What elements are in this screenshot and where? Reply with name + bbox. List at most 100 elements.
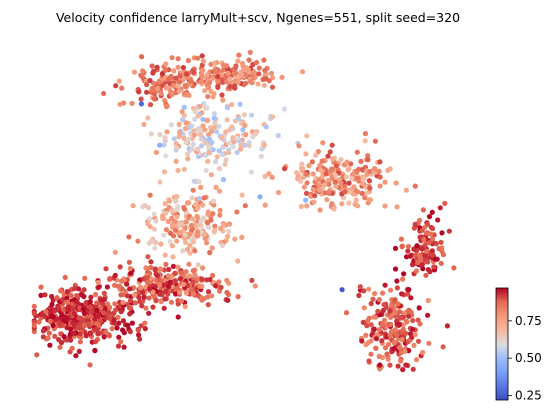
scatter-point [269,174,275,180]
scatter-point [403,187,409,193]
scatter-point [242,122,248,128]
scatter-point [161,267,168,273]
scatter-point [65,307,71,314]
scatter-point [146,240,152,246]
scatter-point [174,238,180,244]
scatter-point [175,167,181,174]
scatter-point [214,154,220,160]
scatter-point [388,321,394,327]
scatter-point [215,78,221,84]
scatter-point [157,132,163,138]
scatter-point [376,168,382,174]
scatter-point [194,146,201,152]
scatter-point [211,111,217,117]
scatter-point [166,204,172,210]
scatter-point [142,326,148,332]
scatter-point [182,239,189,245]
scatter-point [425,312,431,318]
scatter-point [181,104,187,110]
scatter-point [219,92,225,98]
colorbar: 0.25 0.50 0.75 [495,287,542,403]
scatter-point [346,180,352,186]
scatter-point [446,228,452,234]
scatter-point [92,327,98,333]
scatter-point [358,158,364,164]
scatter-point [437,205,443,211]
scatter-point [363,342,369,348]
scatter-point [132,300,138,306]
scatter-point [304,180,310,186]
scatter-point [142,203,148,209]
scatter-point [299,69,306,75]
scatter-point [109,326,115,332]
scatter-point [38,284,44,290]
scatter-point [261,76,267,82]
scatter-point [193,222,199,229]
scatter-point [111,317,117,323]
scatter-point [430,225,436,232]
scatter-point [57,321,63,327]
scatter-point [152,245,158,251]
scatter-point [210,211,216,217]
colorbar-tick-label: 0.50 [515,351,542,365]
scatter-point [419,262,425,268]
scatter-point [47,342,53,348]
scatter-point [261,82,267,88]
scatter-point [95,314,101,320]
scatter-point [199,283,205,289]
scatter-point [143,265,149,271]
scatter-point [129,320,135,326]
scatter-point [261,142,267,148]
scatter-point [49,301,55,307]
scatter-point [177,229,183,235]
scatter-point [377,174,383,180]
scatter-point [58,288,64,294]
scatter-point [379,321,385,327]
scatter-point [440,252,446,258]
scatter-point [201,101,207,107]
scatter-point [168,299,175,305]
scatter-point [141,121,147,127]
scatter-point [392,266,399,272]
scatter-point [237,101,243,107]
scatter-point [366,197,372,203]
scatter-point [395,363,401,369]
scatter-point [95,279,101,285]
scatter-point [377,183,383,189]
scatter-point [68,337,74,343]
scatter-point [127,286,133,292]
scatter-point [157,179,163,185]
scatter-point [101,290,107,296]
scatter-point [138,101,144,107]
scatter-point [429,236,435,242]
scatter-point [71,286,77,292]
scatter-point [320,140,326,146]
colorbar-tick-label: 0.75 [515,314,542,328]
scatter-point [225,70,231,76]
scatter-point [210,75,216,81]
scatter-point [87,304,94,310]
scatter-point [175,64,181,70]
scatter-point [164,129,170,135]
scatter-point [372,291,378,297]
scatter-point [158,299,164,305]
scatter-point [343,310,350,316]
scatter-point [198,184,204,190]
scatter-point [239,234,245,240]
scatter-point [309,159,315,165]
scatter-point [153,149,159,155]
scatter-point [177,221,183,227]
scatter-point [351,184,357,190]
scatter-point [232,236,238,242]
scatter-point [118,309,124,315]
scatter-point [243,80,249,86]
scatter-point [95,330,101,336]
scatter-point [157,291,163,297]
scatter-point [415,338,422,344]
scatter-point [414,243,420,249]
scatter-point [169,243,175,249]
scatter-point [205,211,211,217]
scatter-point [298,203,304,210]
scatter-point [239,192,245,198]
scatter-point [311,199,317,205]
